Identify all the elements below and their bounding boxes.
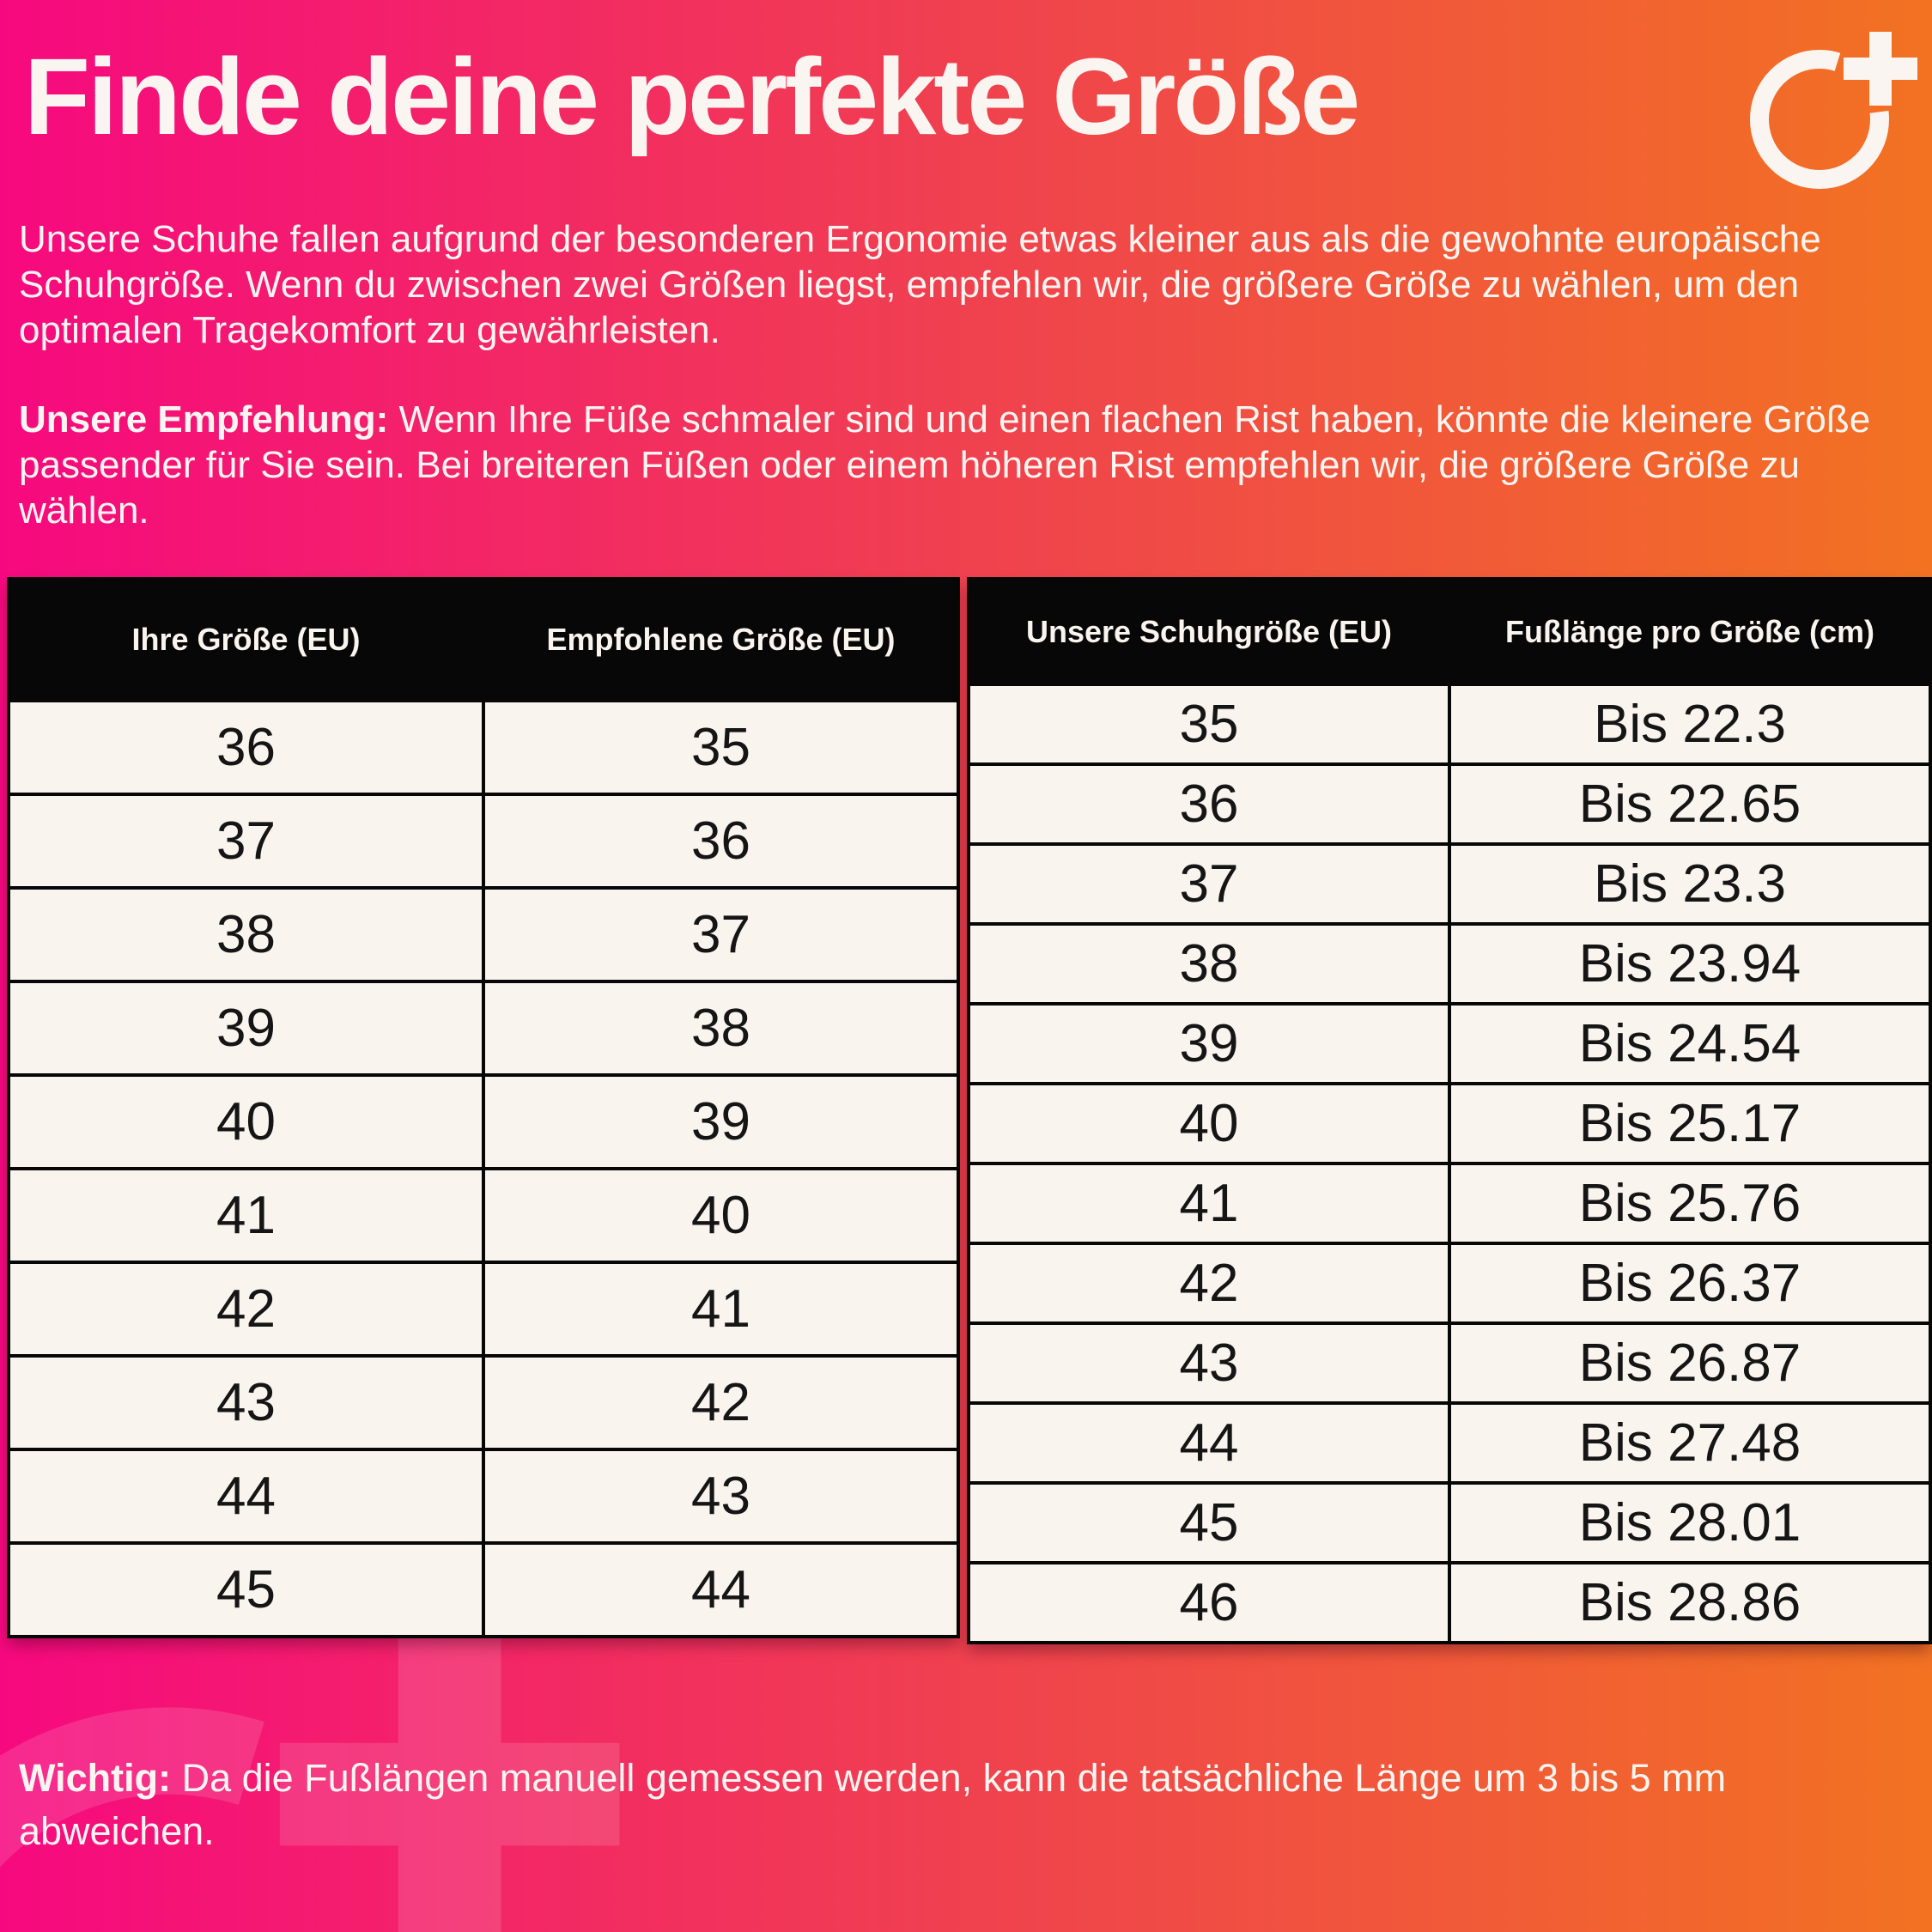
table-cell: 39	[485, 1077, 957, 1167]
table-cell: 36	[10, 702, 482, 793]
table-cell: 42	[10, 1264, 482, 1354]
table-cell: 39	[10, 983, 482, 1073]
recommendation-text: Wenn Ihre Füße schmaler sind und einen f…	[19, 398, 1871, 532]
table-cell: Bis 26.87	[1451, 1325, 1929, 1401]
column-header: Empfohlene Größe (EU)	[485, 580, 957, 699]
recommendation-paragraph: Unsere Empfehlung: Wenn Ihre Füße schmal…	[19, 397, 1913, 533]
table-cell: 42	[970, 1245, 1448, 1321]
table-cell: 40	[10, 1077, 482, 1167]
table-cell: 36	[485, 796, 957, 886]
column-header: Fußlänge pro Größe (cm)	[1451, 580, 1929, 683]
table-cell: 41	[970, 1165, 1448, 1242]
table-cell: 41	[485, 1264, 957, 1354]
table-cell: 45	[10, 1545, 482, 1635]
table-cell: 38	[485, 983, 957, 1073]
table-cell: 43	[970, 1325, 1448, 1401]
table-cell: Bis 25.17	[1451, 1085, 1929, 1162]
table-cell: Bis 22.65	[1451, 766, 1929, 842]
table-cell: 40	[485, 1170, 957, 1261]
table-cell: Bis 24.54	[1451, 1005, 1929, 1082]
table-cell: 38	[10, 890, 482, 980]
column-header: Unsere Schuhgröße (EU)	[970, 580, 1448, 683]
table-cell: Bis 28.01	[1451, 1485, 1929, 1561]
table-cell: 37	[970, 846, 1448, 922]
table-cell: Bis 28.86	[1451, 1564, 1929, 1641]
brand-logo-circle-plus-icon	[1750, 32, 1917, 189]
table-cell: 41	[10, 1170, 482, 1261]
table-cell: Bis 22.3	[1451, 686, 1929, 762]
table-cell: 36	[970, 766, 1448, 842]
table-cell: 43	[10, 1358, 482, 1448]
table-cell: 35	[970, 686, 1448, 762]
table-cell: 40	[970, 1085, 1448, 1162]
page-title: Finde deine perfekte Größe	[24, 36, 1360, 157]
table-cell: 37	[485, 890, 957, 980]
table-cell: Bis 27.48	[1451, 1405, 1929, 1481]
note-label: Wichtig:	[19, 1756, 172, 1800]
table-cell: 43	[485, 1451, 957, 1541]
table-cell: Bis 26.37	[1451, 1245, 1929, 1321]
table-cell: Bis 23.94	[1451, 926, 1929, 1002]
column-header: Ihre Größe (EU)	[10, 580, 482, 699]
table-cell: 45	[970, 1485, 1448, 1561]
note-text: Da die Fußlängen manuell gemessen werden…	[19, 1756, 1727, 1853]
table-cell: 35	[485, 702, 957, 793]
table-cell: 38	[970, 926, 1448, 1002]
intro-paragraph: Unsere Schuhe fallen aufgrund der besond…	[19, 218, 1821, 351]
recommendation-label: Unsere Empfehlung:	[19, 398, 389, 440]
table-cell: Bis 25.76	[1451, 1165, 1929, 1242]
table-cell: 44	[970, 1405, 1448, 1481]
foot-length-table: Unsere Schuhgröße (EU) Fußlänge pro Größe…	[967, 577, 1932, 1644]
table-cell: 42	[485, 1358, 957, 1448]
table-cell: 39	[970, 1005, 1448, 1082]
table-cell: 46	[970, 1564, 1448, 1641]
measurement-note: Wichtig: Da die Fußlängen manuell gemess…	[19, 1752, 1865, 1858]
table-cell: Bis 23.3	[1451, 846, 1929, 922]
table-cell: 44	[485, 1545, 957, 1635]
table-cell: 44	[10, 1451, 482, 1541]
table-cell: 37	[10, 796, 482, 886]
size-conversion-table: Ihre Größe (EU) Empfohlene Größe (EU) 36 35…	[7, 577, 960, 1638]
